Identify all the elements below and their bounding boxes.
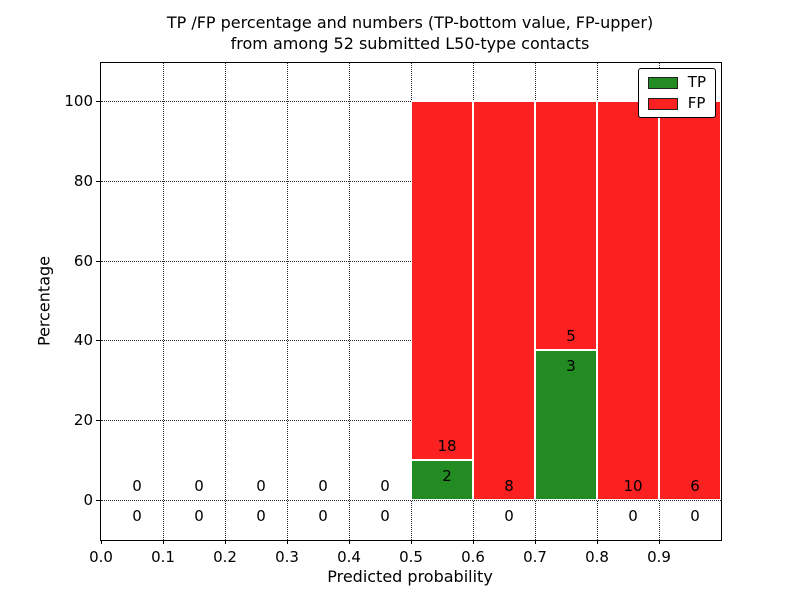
x-tick-mark xyxy=(658,540,660,544)
plot-area: 0 20 40 60 80 100 0.0 0.1 0.2 0.3 0.4 0.5 0.6 0.7 0.8 0… xyxy=(64,62,722,566)
tp-count-label: 0 xyxy=(628,507,638,526)
tp-count-label: 3 xyxy=(566,357,576,376)
fp-count-label: 8 xyxy=(504,477,514,496)
tp-count-label: 0 xyxy=(318,507,328,526)
legend-item-fp: FP xyxy=(647,94,706,112)
x-gridline xyxy=(225,63,226,540)
x-axis-label: Predicted probability xyxy=(327,567,493,586)
x-tick-label: 0.0 xyxy=(89,548,113,566)
tp-legend-label: TP xyxy=(687,73,706,91)
y-tick-mark xyxy=(96,260,100,262)
tp-count-label: 0 xyxy=(132,507,142,526)
legend: TP FP xyxy=(637,68,716,118)
tp-bar-segment xyxy=(535,350,597,501)
chart-title-line1: TP /FP percentage and numbers (TP-bottom… xyxy=(166,13,654,32)
fp-count-label: 5 xyxy=(566,327,576,346)
x-tick-mark xyxy=(348,540,350,544)
fp-bar-segment xyxy=(597,100,659,501)
y-tick-label: 40 xyxy=(73,331,93,350)
y-tick-mark xyxy=(96,180,100,182)
y-tick-mark xyxy=(96,340,100,342)
x-tick-label: 0.1 xyxy=(151,548,175,566)
y-tick-label: 0 xyxy=(83,491,93,510)
legend-item-tp: TP xyxy=(647,73,706,91)
fp-count-label: 10 xyxy=(623,477,643,496)
fp-count-label: 0 xyxy=(194,477,204,496)
fp-count-label: 18 xyxy=(437,437,457,456)
x-tick-mark xyxy=(596,540,598,544)
x-gridline xyxy=(349,63,350,540)
x-tick-label: 0.8 xyxy=(585,548,609,566)
y-tick-mark xyxy=(96,100,100,102)
tp-legend-swatch xyxy=(647,76,678,89)
x-tick-mark xyxy=(100,540,102,544)
fp-bar-segment xyxy=(535,100,597,351)
fp-bar-segment xyxy=(411,100,473,461)
x-tick-label: 0.3 xyxy=(275,548,299,566)
tp-count-label: 0 xyxy=(504,507,514,526)
chart-title-line2: from among 52 submitted L50-type contact… xyxy=(230,34,590,53)
fp-count-label: 6 xyxy=(690,477,700,496)
x-gridline xyxy=(287,63,288,540)
x-gridline xyxy=(163,63,164,540)
y-tick-label: 80 xyxy=(73,171,93,190)
fp-count-label: 0 xyxy=(380,477,390,496)
y-tick-label: 100 xyxy=(64,91,93,110)
x-tick-mark xyxy=(286,540,288,544)
x-tick-mark xyxy=(410,540,412,544)
y-tick-mark xyxy=(96,420,100,422)
x-tick-label: 0.2 xyxy=(213,548,237,566)
fp-count-label: 0 xyxy=(256,477,266,496)
x-tick-label: 0.4 xyxy=(337,548,361,566)
x-tick-label: 0.9 xyxy=(647,548,671,566)
fp-legend-label: FP xyxy=(687,94,706,112)
x-tick-mark xyxy=(224,540,226,544)
x-tick-label: 0.5 xyxy=(399,548,423,566)
tp-count-label: 2 xyxy=(442,467,452,486)
tp-count-label: 0 xyxy=(194,507,204,526)
chart-title: TP /FP percentage and numbers (TP-bottom… xyxy=(100,12,720,54)
y-tick-label: 60 xyxy=(73,251,93,270)
x-tick-mark xyxy=(162,540,164,544)
tp-bar-segment xyxy=(411,460,473,501)
x-tick-mark xyxy=(472,540,474,544)
tp-count-label: 0 xyxy=(256,507,266,526)
tp-count-label: 0 xyxy=(690,507,700,526)
fp-legend-swatch xyxy=(647,97,678,110)
x-tick-mark xyxy=(534,540,536,544)
x-tick-label: 0.7 xyxy=(523,548,547,566)
y-tick-mark xyxy=(96,500,100,502)
y-tick-label: 20 xyxy=(73,411,93,430)
tp-count-label: 0 xyxy=(380,507,390,526)
x-tick-label: 0.6 xyxy=(461,548,485,566)
fp-count-label: 0 xyxy=(318,477,328,496)
fp-bar-segment xyxy=(659,100,721,501)
fp-bar-segment xyxy=(473,100,535,501)
fp-count-label: 0 xyxy=(132,477,142,496)
